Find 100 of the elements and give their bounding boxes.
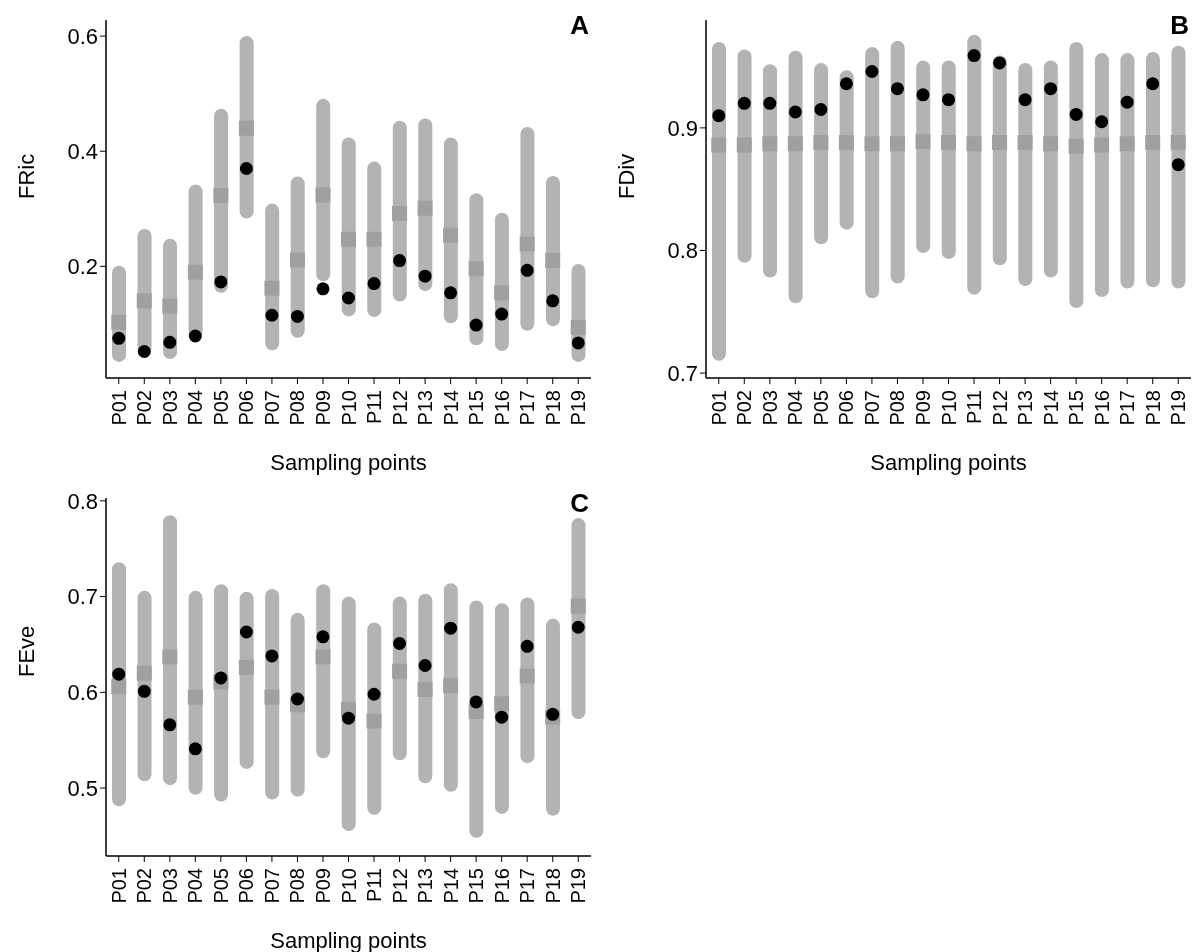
point xyxy=(546,294,560,308)
point xyxy=(264,280,280,296)
x-axis-title: Sampling points xyxy=(870,450,1027,475)
y-tick-label: 0.4 xyxy=(67,139,98,165)
x-tick-label: P02 xyxy=(133,390,156,426)
point xyxy=(1017,135,1033,151)
point xyxy=(864,136,880,152)
bar xyxy=(1069,42,1084,309)
point xyxy=(444,286,458,300)
point xyxy=(239,625,253,639)
point xyxy=(443,227,459,243)
x-tick-label: P03 xyxy=(158,868,181,904)
y-tick-label: 0.7 xyxy=(667,360,698,386)
point xyxy=(136,293,152,309)
x-tick-label: P18 xyxy=(541,390,564,426)
x-tick-label: P03 xyxy=(158,390,181,426)
y-axis-title: FRic xyxy=(13,153,39,199)
point xyxy=(1145,135,1161,151)
x-tick-label: P17 xyxy=(1116,390,1139,426)
x-tick-label: P18 xyxy=(1141,390,1164,426)
point xyxy=(392,663,408,679)
y-tick-label: 0.9 xyxy=(667,115,698,141)
point xyxy=(494,696,510,712)
point xyxy=(469,318,483,332)
point xyxy=(915,133,931,149)
x-tick-label: P05 xyxy=(809,390,832,426)
point xyxy=(238,659,254,675)
point xyxy=(712,109,726,123)
point xyxy=(289,252,305,268)
bar xyxy=(214,584,229,802)
point xyxy=(163,718,177,732)
x-tick-label: P17 xyxy=(516,390,539,426)
point xyxy=(711,137,727,153)
x-tick-label: P08 xyxy=(286,390,309,426)
y-tick-label: 0.6 xyxy=(67,23,98,49)
point xyxy=(1095,115,1109,129)
point xyxy=(571,620,585,634)
point xyxy=(392,205,408,221)
bar xyxy=(341,596,356,832)
point xyxy=(214,671,228,685)
point xyxy=(238,120,254,136)
bar xyxy=(890,40,905,284)
y-tick-label: 0.7 xyxy=(67,584,98,610)
x-tick-label: P19 xyxy=(567,390,590,426)
point xyxy=(443,678,459,694)
point xyxy=(1069,107,1083,121)
point xyxy=(342,291,355,305)
point xyxy=(162,649,178,665)
point xyxy=(839,77,853,91)
point xyxy=(315,187,331,203)
x-tick-label: P15 xyxy=(465,390,488,426)
x-tick-label: P02 xyxy=(133,868,156,904)
point xyxy=(214,275,228,289)
bar xyxy=(712,42,726,361)
point xyxy=(519,236,535,252)
x-tick-label: P11 xyxy=(963,390,986,425)
point xyxy=(187,689,203,705)
point xyxy=(1043,136,1059,152)
point xyxy=(993,56,1007,70)
bar xyxy=(737,49,752,263)
x-tick-label: P01 xyxy=(107,868,130,904)
point xyxy=(316,282,330,296)
point xyxy=(112,331,126,345)
point xyxy=(1119,136,1135,152)
annotation: C xyxy=(570,488,589,519)
point xyxy=(737,96,751,110)
bar xyxy=(788,50,803,304)
x-tick-label: P09 xyxy=(311,868,334,904)
y-axis-title: FEve xyxy=(13,625,39,677)
point xyxy=(495,710,509,724)
x-tick-label: P14 xyxy=(1039,390,1062,426)
x-tick-label: P04 xyxy=(184,868,207,904)
point xyxy=(992,135,1008,151)
point xyxy=(469,695,483,709)
point xyxy=(1146,77,1160,91)
y-tick-label: 0.5 xyxy=(67,775,98,801)
point xyxy=(1094,137,1110,153)
x-tick-label: P16 xyxy=(490,390,513,426)
point xyxy=(418,659,432,673)
point xyxy=(520,263,534,277)
point xyxy=(763,96,777,110)
point xyxy=(838,135,854,151)
annotation: B xyxy=(1170,10,1189,41)
point xyxy=(813,135,829,151)
point xyxy=(966,136,982,152)
bar xyxy=(163,515,178,786)
y-axis-title: FDiv xyxy=(613,153,639,199)
x-tick-label: P06 xyxy=(235,868,258,904)
x-tick-label: P09 xyxy=(311,390,334,426)
x-tick-label: P12 xyxy=(388,868,411,904)
point xyxy=(187,264,203,280)
point xyxy=(967,49,981,63)
point xyxy=(367,277,381,291)
point xyxy=(111,314,127,330)
x-tick-label: P01 xyxy=(107,390,130,426)
point xyxy=(137,345,151,359)
point xyxy=(265,308,279,322)
point xyxy=(1018,93,1032,107)
point xyxy=(545,253,561,269)
bar xyxy=(967,34,982,295)
